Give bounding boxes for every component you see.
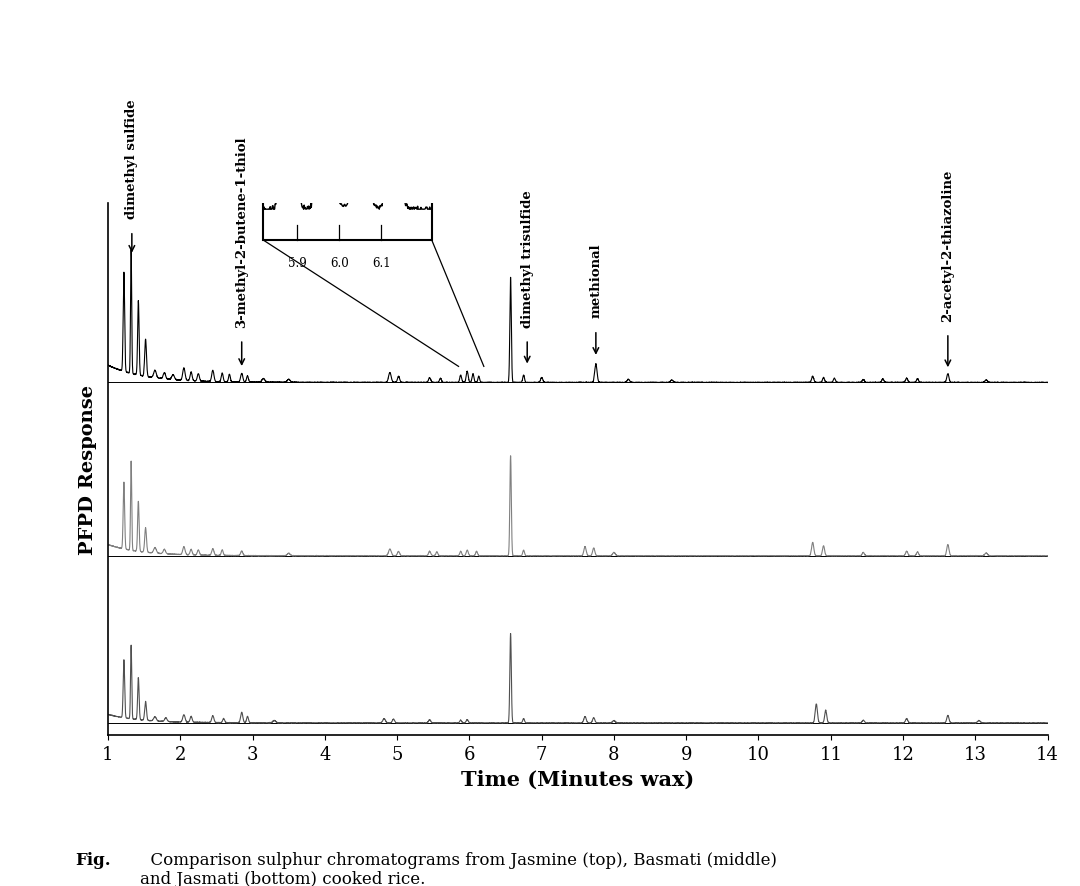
X-axis label: Time (Minutes wax): Time (Minutes wax) [461,769,694,789]
Text: methional: methional [590,244,603,318]
Text: 2-acetyl-2-thiazoline: 2-acetyl-2-thiazoline [942,169,955,322]
FancyBboxPatch shape [264,43,432,241]
Text: 6.1: 6.1 [372,256,391,269]
Text: 5.9: 5.9 [287,256,307,269]
Y-axis label: PFPD Response: PFPD Response [79,385,97,555]
Text: Comparison sulphur chromatograms from Jasmine (top), Basmati (middle)
and Jasmat: Comparison sulphur chromatograms from Ja… [140,851,778,886]
Text: dimethyl sulfide: dimethyl sulfide [125,100,138,219]
Text: Fig.: Fig. [76,851,111,867]
Text: 3-methyl-2-butene-1-thiol: 3-methyl-2-butene-1-thiol [235,136,248,328]
Text: 6.0: 6.0 [329,256,349,269]
Text: dimethyl trisulfide: dimethyl trisulfide [521,190,534,328]
